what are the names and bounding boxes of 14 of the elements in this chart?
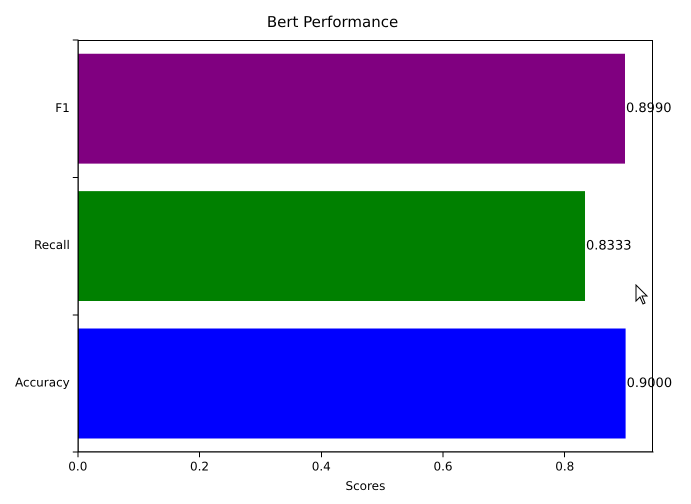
x-axis-title: Scores [345, 478, 386, 493]
x-tick-label: 0.2 [190, 460, 210, 474]
bar [78, 54, 625, 164]
x-tick-label: 0.4 [312, 460, 331, 474]
y-tick-label: Accuracy [14, 376, 70, 390]
bar [78, 191, 586, 302]
y-tick-label: F1 [55, 100, 70, 115]
x-tick-label: 0.0 [68, 460, 88, 474]
chart-title: Bert Performance [266, 12, 398, 31]
x-tick-label: 0.8 [555, 460, 574, 474]
y-tick-label: Recall [34, 238, 70, 252]
x-tick-label: 0.6 [433, 460, 453, 474]
data-label: 0.8333 [586, 238, 632, 254]
bar [78, 328, 626, 438]
